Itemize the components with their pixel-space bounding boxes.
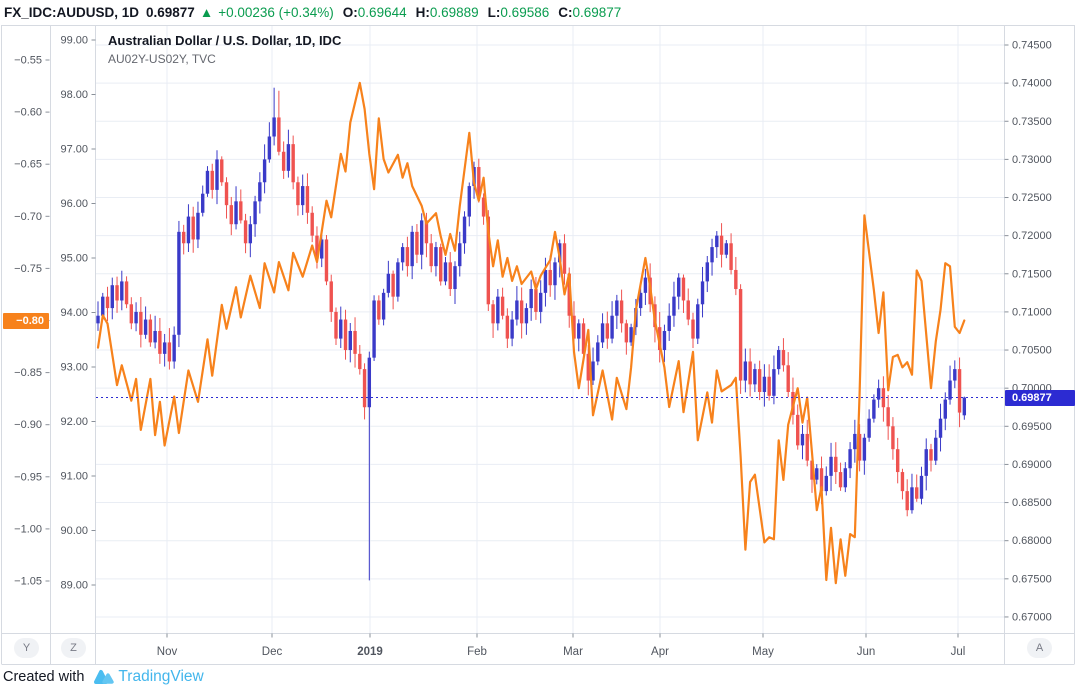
overlay-series-title[interactable]: AU02Y-US02Y, TVC [108,51,216,66]
left1-tick-label: −0.75 [14,263,42,275]
open-value: 0.69644 [357,5,407,20]
attribution: Created with TradingView [3,667,204,686]
price-change: +0.00236 (+0.34%) [218,5,334,20]
left1-tick-label: −0.55 [14,55,42,67]
right-tick-label: 0.72500 [1012,192,1052,204]
high-key: H: [415,5,430,20]
time-tick-label: Jun [857,646,876,658]
gridlines [96,25,1004,633]
scale-y-button[interactable]: Y [14,638,39,658]
close-value: 0.69877 [572,5,622,20]
right-tick-label: 0.69500 [1012,421,1052,433]
left2-tick-label: 90.00 [60,525,88,537]
symbol-name[interactable]: FX_IDC:AUDUSD, 1D [4,5,140,20]
left2-tick-label: 98.00 [60,89,88,101]
left1-tick-label: −0.85 [14,367,42,379]
left1-tick-label: −1.00 [14,523,42,535]
right-tick-label: 0.71500 [1012,268,1052,280]
low-value: 0.69586 [500,5,550,20]
left2-tick-label: 94.00 [60,307,88,319]
left2-tick-label: 99.00 [60,35,88,47]
spread-last-value-label: −0.80 [3,312,49,329]
right-tick-label: 0.69000 [1012,459,1052,471]
time-tick-label: Mar [563,646,583,658]
low-key: L: [487,5,501,20]
high-value: 0.69889 [429,5,479,20]
left1-tick-label: −1.05 [14,576,42,588]
left2-tick-label: 97.00 [60,144,88,156]
close-key: C: [558,5,573,20]
right-tick-label: 0.74500 [1012,40,1052,52]
scale-a-button[interactable]: A [1027,638,1052,658]
price-last-value-label: 0.69877 [1005,389,1075,406]
tradingview-brand[interactable]: TradingView [118,667,204,685]
candlestick-series [96,87,967,581]
scale-z-button[interactable]: Z [61,638,86,658]
time-axis[interactable]: Nov Dec 2019 Feb Mar Apr May Jun Jul [157,633,966,659]
right-tick-label: 0.73500 [1012,116,1052,128]
right-tick-label: 0.68500 [1012,497,1052,509]
main-series-title[interactable]: Australian Dollar / U.S. Dollar, 1D, IDC [108,33,342,48]
time-tick-label: Nov [157,646,178,658]
left2-tick-label: 91.00 [60,471,88,483]
time-tick-label: Feb [467,646,487,658]
right-tick-label: 0.71000 [1012,306,1052,318]
left1-tick-label: −0.70 [14,211,42,223]
time-tick-label: Jul [951,646,966,658]
left2-tick-label: 92.00 [60,416,88,428]
time-tick-label: Dec [262,646,283,658]
right-tick-label: 0.74000 [1012,78,1052,90]
time-tick-label: May [752,646,774,658]
right-tick-label: 0.67000 [1012,611,1052,623]
open-key: O: [342,5,358,20]
right-tick-label: 0.67500 [1012,573,1052,585]
left1-tick-label: −0.90 [14,419,42,431]
left1-tick-label: −0.65 [14,159,42,171]
left2-tick-label: 96.00 [60,198,88,210]
time-tick-label: 2019 [357,646,383,658]
spread-line-series [96,81,966,585]
right-tick-label: 0.73000 [1012,154,1052,166]
left-axis-y[interactable]: −0.55−0.60−0.65−0.70−0.75−0.80−0.85−0.90… [14,55,50,588]
left-axis-z[interactable]: 99.00 98.00 97.00 96.00 95.00 94.00 93.00 92.00… [60,35,96,592]
left1-tick-label: −0.95 [14,471,42,483]
created-with-label: Created with [3,668,85,685]
pane-borders [1,25,1075,665]
symbol-header: FX_IDC:AUDUSD, 1D 0.69877 ▲ +0.00236 (+0… [4,0,621,25]
left2-tick-label: 93.00 [60,362,88,374]
left1-tick-label: −0.60 [14,107,42,119]
series-legend: Australian Dollar / U.S. Dollar, 1D, IDC… [108,32,341,68]
left2-tick-label: 95.00 [60,253,88,265]
up-arrow-icon: ▲ [199,5,214,20]
right-tick-label: 0.70500 [1012,345,1052,357]
right-tick-label: 0.72000 [1012,230,1052,242]
right-tick-label: 0.68000 [1012,535,1052,547]
last-price: 0.69877 [146,5,195,20]
time-tick-label: Apr [651,646,669,658]
left2-tick-label: 89.00 [60,580,88,592]
right-axis[interactable]: 0.74500 0.74000 0.73500 0.73000 0.72500 0.720… [1004,40,1052,624]
tradingview-logo-icon [94,670,115,684]
